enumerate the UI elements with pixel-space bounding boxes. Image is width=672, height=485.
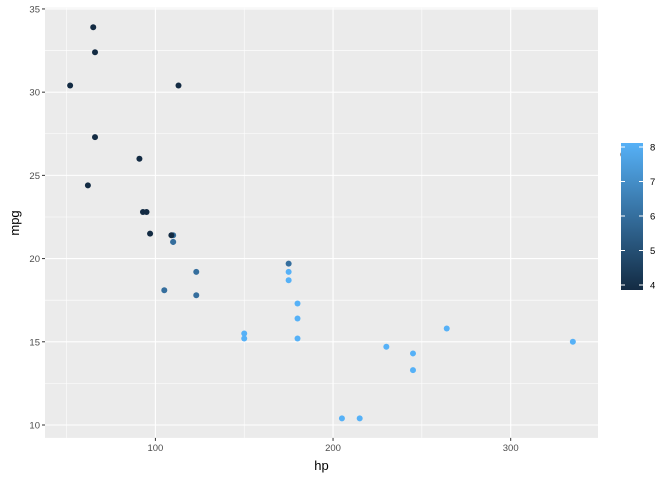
data-point xyxy=(285,268,292,275)
data-point xyxy=(90,24,97,31)
x-tick-label: 100 xyxy=(147,443,163,454)
data-point xyxy=(443,325,450,332)
x-tick-label: 300 xyxy=(503,443,519,454)
data-point xyxy=(168,232,175,239)
data-point xyxy=(409,367,416,374)
y-tick-label: 25 xyxy=(29,171,40,182)
y-tick-label: 15 xyxy=(29,337,40,348)
data-point xyxy=(193,268,200,275)
data-point xyxy=(147,230,154,237)
data-point xyxy=(193,292,200,299)
data-point xyxy=(241,330,248,337)
y-tick-label: 35 xyxy=(29,4,40,15)
legend-tick-label: 8 xyxy=(650,143,655,154)
data-point xyxy=(92,49,99,56)
y-tick-label: 20 xyxy=(29,254,40,265)
data-point xyxy=(170,238,177,245)
data-point xyxy=(241,335,248,342)
data-point xyxy=(383,343,390,350)
data-point xyxy=(569,338,576,345)
data-point xyxy=(294,335,301,342)
data-point xyxy=(92,134,99,141)
data-point xyxy=(294,300,301,307)
legend-tick-label: 6 xyxy=(650,212,655,223)
data-point xyxy=(84,182,91,189)
data-point xyxy=(161,287,168,294)
data-point xyxy=(175,82,182,89)
y-axis-title: mpg xyxy=(7,210,22,235)
y-tick-label: 30 xyxy=(29,88,40,99)
data-point xyxy=(409,350,416,357)
legend-colorbar xyxy=(621,143,643,290)
data-point xyxy=(294,315,301,322)
panel-background xyxy=(45,7,598,438)
data-point xyxy=(338,415,345,422)
legend-tick-label: 4 xyxy=(650,281,655,292)
data-point xyxy=(285,277,292,284)
legend-tick-label: 7 xyxy=(650,177,655,188)
points xyxy=(67,24,576,422)
x-tick-label: 200 xyxy=(325,443,341,454)
y-tick-label: 10 xyxy=(29,421,40,432)
data-point xyxy=(356,415,363,422)
data-point xyxy=(67,82,74,89)
gridlines xyxy=(45,7,598,438)
legend-tick-label: 5 xyxy=(650,246,655,257)
axes: 100 200 300 10 15 20 25 30 35 xyxy=(29,4,518,453)
data-point xyxy=(136,155,143,162)
data-point xyxy=(143,208,150,215)
data-point xyxy=(285,260,292,267)
x-axis-title: hp xyxy=(314,458,328,473)
